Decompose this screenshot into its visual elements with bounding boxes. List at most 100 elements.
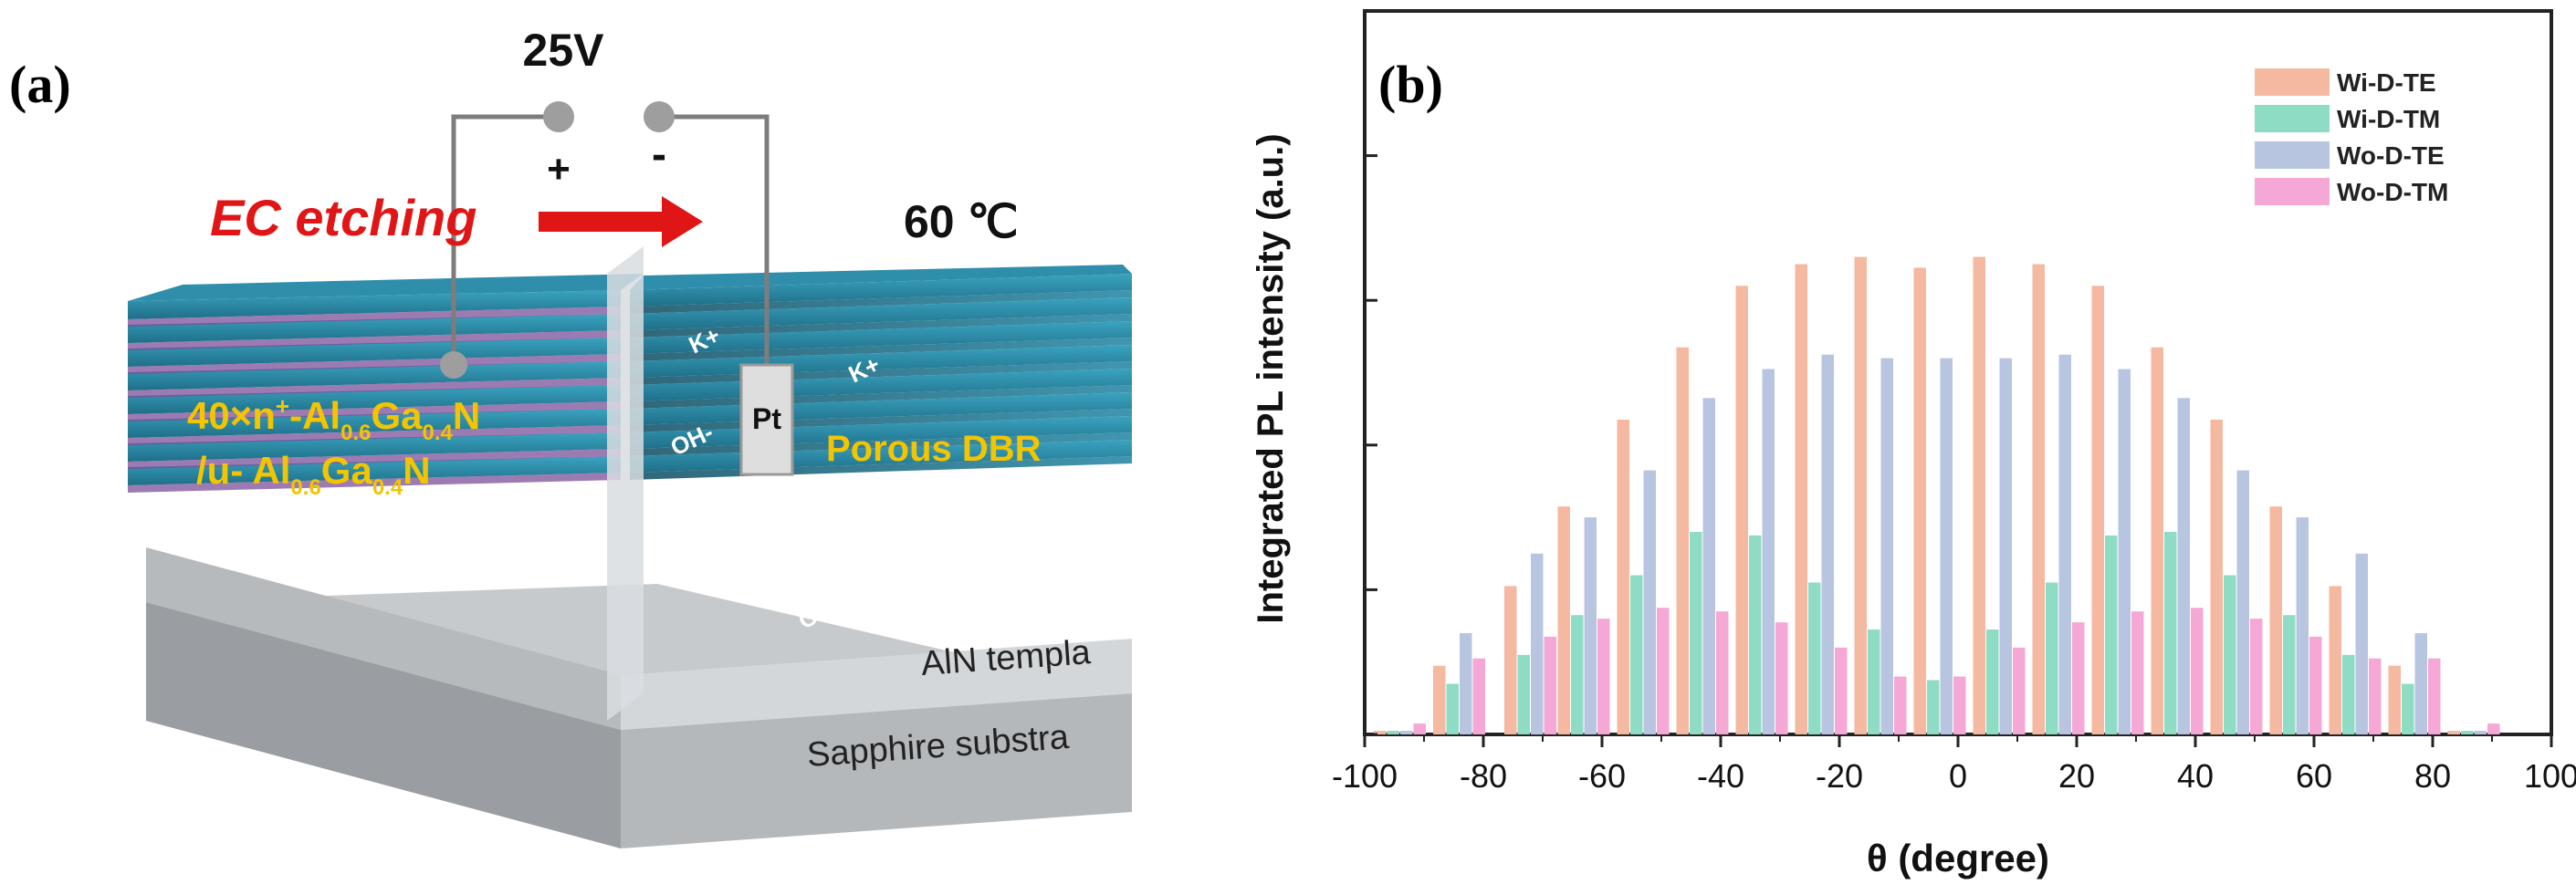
x-tick-label: 60 — [2296, 757, 2332, 795]
legend-swatch — [2255, 105, 2330, 132]
positive-terminal — [543, 101, 574, 132]
dbr-layer — [128, 456, 621, 485]
bar-wo-d-te — [1999, 358, 2012, 734]
bar-wo-d-tm — [1544, 636, 1556, 734]
bar-wo-d-tm — [2250, 619, 2263, 734]
dbr-interlayer — [128, 330, 621, 350]
stack-top-face — [630, 265, 1132, 290]
bar-wo-d-tm — [2072, 622, 2085, 734]
x-tick-label: 0 — [1949, 757, 1967, 795]
dbr-layer — [128, 361, 621, 390]
dbr-layer — [128, 290, 621, 319]
bar-wo-d-te — [2118, 369, 2131, 734]
legend-entry: Wi-D-TE — [2337, 68, 2436, 97]
dbr-interlayer — [128, 378, 621, 398]
bar-wo-d-tm — [2428, 658, 2441, 734]
ec-etching-label: EC etching — [210, 189, 476, 246]
circuit-wires — [451, 114, 770, 365]
bar-series — [1374, 256, 2500, 735]
bar-wi-d-te — [1504, 586, 1517, 734]
bar-wo-d-tm — [1835, 647, 1848, 734]
bar-wi-d-tm — [2402, 683, 2414, 734]
bar-wo-d-te — [1880, 358, 1893, 734]
bar-wi-d-tm — [2105, 535, 2118, 734]
bar-wo-d-te — [1762, 369, 1775, 734]
bar-wo-d-te — [2236, 470, 2249, 734]
bar-wo-d-te — [2296, 517, 2309, 734]
bar-wo-d-tm — [2369, 658, 2382, 734]
x-tick-label: 40 — [2177, 757, 2214, 795]
bar-wi-d-tm — [1690, 532, 1702, 734]
stack-composition-line2: /u- Al0.6Ga0.4N — [196, 449, 431, 500]
x-tick-label: 80 — [2414, 757, 2451, 795]
legend-swatch — [2255, 178, 2330, 205]
bar-wi-d-te — [1433, 665, 1446, 734]
unetched-dbr-stack — [128, 274, 644, 493]
porous-interlayer — [630, 338, 1132, 361]
bar-wi-d-te — [1557, 506, 1570, 734]
x-tick-label: -20 — [1816, 757, 1863, 795]
bar-wi-d-tm — [1446, 683, 1459, 734]
x-axis-label: θ (degree) — [1867, 837, 2049, 879]
bar-wi-d-te — [1676, 347, 1689, 734]
bar-wi-d-te — [1973, 256, 1985, 735]
legend-swatch — [2255, 141, 2330, 169]
bar-wo-d-tm — [2191, 608, 2204, 734]
bar-wo-d-tm — [2131, 611, 2144, 734]
x-axis-ticks: -100 -80 -60 -40 -20 0 20 40 60 80 100 — [1332, 734, 2576, 795]
x-tick-label: -60 — [1578, 757, 1626, 795]
ion-label: OH- — [678, 537, 728, 577]
legend-entry: Wo-D-TE — [2337, 141, 2445, 170]
bar-wi-d-tm — [1630, 575, 1643, 734]
panel-b-chart: (b) -100 -80 -60 -40 -20 0 20 40 60 80 100 Integra… — [1251, 9, 2576, 879]
dbr-layer — [128, 314, 621, 343]
legend-swatch — [2255, 68, 2330, 96]
plus-sign: + — [547, 147, 571, 192]
dbr-interlayer — [128, 449, 621, 469]
etch-front-plane — [607, 246, 644, 721]
bar-wo-d-tm — [1472, 658, 1485, 734]
bar-wo-d-tm — [1657, 608, 1670, 734]
bar-wo-d-tm — [1597, 619, 1610, 734]
dbr-interlayer — [128, 425, 621, 445]
bar-wi-d-te — [1913, 267, 1926, 734]
bar-wi-d-tm — [2342, 654, 2355, 734]
bar-wo-d-te — [2474, 731, 2487, 734]
voltage-label: 25V — [523, 25, 605, 76]
bar-wi-d-te — [2329, 586, 2341, 734]
bar-wi-d-te — [2210, 420, 2223, 734]
stack-top-face — [128, 274, 644, 301]
bar-wi-d-te — [2447, 731, 2460, 734]
porous-layer — [630, 297, 1132, 330]
aln-template — [146, 547, 1132, 730]
bar-wo-d-tm — [1716, 611, 1729, 734]
panel-b-label: (b) — [1378, 55, 1443, 114]
legend-entry: Wi-D-TM — [2337, 105, 2440, 133]
bar-wo-d-tm — [1413, 723, 1426, 734]
ion-label: K+ — [812, 494, 852, 533]
dbr-layer — [128, 432, 621, 462]
dbr-interlayer — [128, 473, 621, 493]
porous-layer — [630, 321, 1132, 354]
bar-wi-d-te — [1374, 731, 1387, 734]
x-tick-label: 100 — [2524, 757, 2576, 795]
bar-wi-d-tm — [1986, 630, 1999, 734]
dbr-interlayer — [128, 401, 621, 421]
porous-dbr-label: Porous DBR — [826, 429, 1042, 469]
x-tick-label: -80 — [1460, 757, 1507, 795]
bar-wi-d-tm — [1927, 680, 1940, 734]
bar-wi-d-tm — [1517, 654, 1530, 734]
dbr-interlayer — [128, 354, 621, 374]
bar-wo-d-te — [1400, 731, 1413, 734]
bar-wi-d-te — [2032, 264, 2045, 734]
bar-wi-d-te — [1854, 256, 1867, 735]
dbr-layer — [128, 338, 621, 367]
porous-layer — [630, 274, 1132, 307]
bar-wo-d-tm — [1953, 676, 1966, 734]
bar-wo-d-te — [1940, 358, 1953, 734]
bar-wo-d-te — [1821, 354, 1834, 734]
bar-wo-d-te — [2058, 354, 2071, 734]
bar-wi-d-tm — [1571, 615, 1584, 734]
bar-wo-d-te — [1584, 517, 1597, 734]
